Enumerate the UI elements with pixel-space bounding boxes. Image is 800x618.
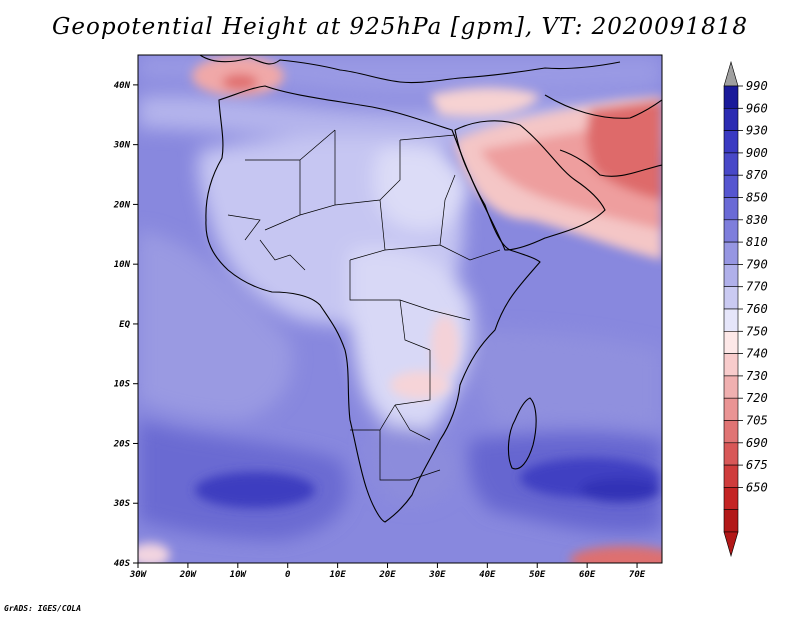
- colorbar-label: 930: [746, 124, 768, 138]
- colorbar-label: 760: [746, 302, 768, 316]
- colorbar-label: 850: [746, 191, 768, 205]
- colorbar-label: 750: [746, 324, 768, 338]
- colorbar-swatch: [723, 219, 739, 243]
- x-axis-ticks: 30W 20W 10W 0 10E 20E 30E 40E 50E 60E 70E: [129, 563, 646, 580]
- colorbar-bottom-arrow: [723, 531, 739, 558]
- colorbar-swatch: [723, 286, 739, 310]
- colorbar-swatch: [723, 85, 739, 109]
- colorbar-swatch: [723, 330, 739, 354]
- colorbar-label: 870: [746, 168, 768, 182]
- y-tick-label: 10S: [114, 380, 131, 390]
- x-tick-label: 70E: [629, 570, 646, 580]
- colorbar-swatch: [723, 174, 739, 198]
- colorbar-swatch: [723, 420, 739, 444]
- colorbar-swatch: [723, 353, 739, 377]
- colorbar-label: 900: [746, 146, 768, 160]
- x-tick-label: 30W: [129, 570, 148, 580]
- colorbar-label: 705: [746, 414, 768, 428]
- colorbar-swatch: [723, 108, 739, 131]
- y-tick-label: 40N: [114, 81, 131, 91]
- map-frame: [137, 54, 663, 564]
- colorbar-label: 720: [746, 391, 768, 405]
- colorbar-top-arrow: [723, 60, 739, 87]
- y-tick-label: 10N: [114, 260, 131, 270]
- country-borders: [227, 129, 501, 481]
- colorbar-swatch: [723, 197, 739, 221]
- colorbar-swatch: [723, 509, 739, 533]
- colorbar-swatch: [723, 152, 739, 176]
- colorbar-label: 830: [746, 213, 768, 227]
- contour-field: [138, 55, 662, 563]
- x-tick-label: 0: [285, 570, 291, 580]
- y-tick-label: 20N: [113, 200, 131, 210]
- colorbar-swatch: [723, 264, 739, 287]
- colorbar-swatch: [723, 130, 739, 154]
- colorbar-label: 770: [746, 280, 768, 294]
- colorbar-swatch: [723, 397, 739, 421]
- map-title: Geopotential Height at 925hPa [gpm], VT:…: [52, 14, 748, 40]
- colorbar-swatch: [723, 464, 739, 488]
- colorbar-label: 690: [746, 436, 768, 450]
- y-tick-label: 30S: [113, 499, 131, 509]
- coastlines: [199, 55, 662, 523]
- colorbar-swatch: [723, 487, 739, 510]
- colorbar-label: 675: [746, 458, 768, 472]
- x-tick-label: 50E: [529, 570, 546, 580]
- y-axis-ticks: 40N 30N 20N 10N EQ 10S 20S 30S 40S: [113, 81, 138, 569]
- colorbar-label: 960: [746, 101, 768, 115]
- y-tick-label: 40S: [114, 559, 131, 569]
- y-tick-label: 30N: [113, 141, 131, 151]
- colorbar-swatch: [723, 308, 739, 332]
- y-tick-label: 20S: [113, 439, 131, 449]
- x-tick-label: 30E: [428, 570, 446, 580]
- colorbar-label: 730: [746, 369, 768, 383]
- colorbar-swatch: [723, 241, 739, 265]
- x-tick-label: 20W: [179, 570, 198, 580]
- x-tick-label: 10W: [230, 570, 248, 580]
- x-tick-label: 60E: [579, 570, 596, 580]
- colorbar-swatch: [723, 442, 739, 466]
- colorbar-label: 990: [746, 79, 768, 93]
- grads-credit: GrADS: IGES/COLA: [4, 604, 82, 613]
- colorbar: 990 960 930 900 870 850 830 810 790 770 760 750 740 7…: [723, 60, 768, 558]
- x-tick-label: 40E: [479, 570, 496, 580]
- x-tick-label: 20E: [378, 570, 396, 580]
- colorbar-label: 740: [746, 347, 768, 361]
- colorbar-label: 650: [746, 480, 768, 494]
- colorbar-label: 810: [746, 235, 768, 249]
- colorbar-label: 790: [746, 257, 768, 271]
- x-tick-label: 10E: [329, 570, 346, 580]
- y-tick-label: EQ: [119, 320, 130, 330]
- colorbar-swatch: [723, 375, 739, 399]
